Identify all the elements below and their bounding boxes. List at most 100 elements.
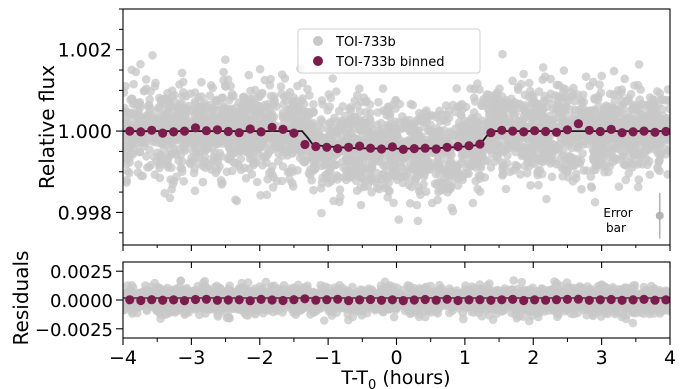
- raw-flux-point: [526, 181, 535, 190]
- raw-flux-point: [634, 175, 644, 184]
- raw-flux-point: [633, 182, 643, 192]
- raw-flux-point: [483, 156, 492, 165]
- raw-flux-point: [579, 166, 589, 175]
- raw-flux-point: [244, 139, 254, 148]
- light-curve-y-label: Relative flux: [35, 65, 59, 189]
- binned-flux-point: [344, 142, 354, 152]
- raw-flux-point: [376, 118, 386, 128]
- binned-flux-point: [190, 123, 201, 133]
- raw-flux-point: [268, 162, 277, 171]
- raw-flux-point: [405, 199, 415, 208]
- raw-flux-point: [127, 94, 137, 103]
- raw-flux-point: [499, 112, 508, 121]
- raw-flux-point: [352, 186, 362, 195]
- raw-flux-point: [468, 198, 478, 208]
- raw-flux-point: [488, 97, 498, 106]
- binned-flux-point: [508, 126, 518, 136]
- binned-flux-point: [628, 127, 638, 137]
- raw-flux-point: [190, 186, 200, 196]
- raw-flux-point: [547, 99, 557, 109]
- raw-flux-point: [227, 114, 237, 123]
- raw-flux-point: [246, 97, 255, 107]
- raw-flux-point: [148, 51, 157, 60]
- residual-point: [261, 277, 271, 287]
- raw-flux-point: [375, 135, 385, 144]
- raw-flux-point: [533, 100, 542, 109]
- raw-flux-point: [489, 116, 498, 125]
- raw-flux-point: [123, 88, 129, 97]
- raw-flux-point: [257, 89, 267, 99]
- raw-flux-point: [394, 215, 404, 224]
- raw-flux-point: [391, 124, 401, 134]
- raw-flux-point: [361, 107, 371, 117]
- raw-flux-point: [441, 101, 451, 110]
- raw-flux-point: [241, 147, 251, 156]
- raw-flux-point: [577, 110, 587, 119]
- raw-flux-point: [570, 105, 580, 115]
- raw-flux-point: [159, 144, 168, 154]
- raw-flux-point: [605, 143, 614, 152]
- raw-flux-point: [356, 200, 366, 210]
- binned-flux-point: [147, 125, 157, 135]
- raw-flux-point: [250, 85, 260, 95]
- raw-flux-point: [451, 174, 460, 183]
- raw-flux-point: [596, 88, 606, 97]
- raw-flux-point: [597, 71, 607, 81]
- raw-flux-point: [413, 137, 422, 146]
- raw-flux-point: [229, 91, 238, 101]
- light-curve-scatter: [123, 49, 670, 226]
- raw-flux-point: [123, 167, 133, 176]
- raw-flux-point: [300, 156, 309, 166]
- raw-flux-point: [402, 123, 411, 132]
- raw-flux-point: [452, 84, 462, 93]
- residual-point: [459, 314, 468, 324]
- raw-flux-point: [524, 78, 534, 88]
- raw-flux-point: [135, 147, 145, 157]
- raw-flux-point: [553, 104, 563, 113]
- raw-flux-point: [469, 108, 479, 117]
- raw-flux-point: [577, 98, 586, 107]
- raw-flux-point: [587, 115, 597, 125]
- raw-flux-point: [485, 136, 495, 145]
- raw-flux-point: [581, 72, 591, 81]
- raw-flux-point: [406, 99, 416, 109]
- raw-flux-point: [473, 184, 482, 194]
- raw-flux-point: [318, 100, 328, 109]
- raw-flux-point: [588, 77, 598, 87]
- y-tick-label: 0.998: [58, 202, 112, 224]
- raw-flux-point: [261, 152, 271, 162]
- raw-flux-point: [304, 168, 314, 178]
- binned-flux-point: [179, 126, 190, 136]
- binned-flux-point: [497, 125, 507, 135]
- raw-flux-point: [287, 178, 297, 188]
- raw-flux-point: [630, 81, 639, 90]
- raw-flux-point: [534, 180, 543, 190]
- raw-flux-point: [634, 158, 644, 168]
- raw-flux-point: [330, 113, 339, 123]
- raw-flux-point: [287, 163, 297, 173]
- raw-flux-point: [645, 143, 655, 153]
- raw-flux-point: [145, 95, 154, 104]
- raw-flux-point: [263, 175, 272, 184]
- raw-flux-point: [561, 155, 570, 165]
- raw-flux-point: [254, 145, 263, 154]
- raw-flux-point: [205, 116, 214, 125]
- raw-flux-point: [462, 149, 472, 158]
- raw-flux-point: [178, 91, 187, 101]
- raw-flux-point: [167, 163, 176, 172]
- raw-flux-point: [357, 164, 367, 174]
- residual-point: [213, 312, 223, 321]
- raw-flux-point: [422, 135, 432, 145]
- raw-flux-point: [589, 165, 598, 175]
- raw-flux-point: [367, 188, 377, 197]
- raw-flux-point: [252, 100, 262, 110]
- raw-flux-point: [129, 79, 138, 89]
- binned-flux-point: [541, 126, 551, 137]
- raw-flux-point: [624, 93, 633, 103]
- raw-flux-point: [129, 149, 138, 159]
- raw-flux-point: [578, 149, 587, 158]
- binned-flux-point: [158, 128, 168, 138]
- raw-flux-point: [567, 136, 577, 145]
- binned-flux-point: [573, 119, 584, 129]
